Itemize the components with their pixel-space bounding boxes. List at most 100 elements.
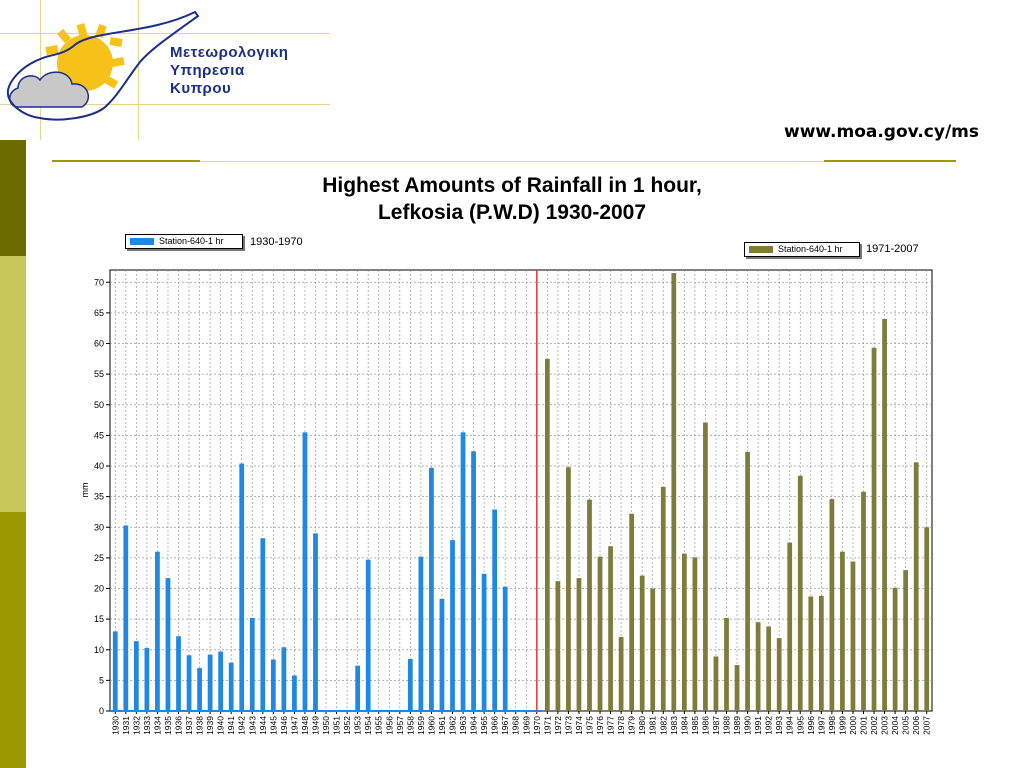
bar-series2 [871, 347, 877, 711]
y-tick-label: 5 [99, 675, 104, 685]
legend-period-series1: 1930-1970 [250, 236, 303, 248]
bar-series1 [249, 617, 255, 711]
bar-series2 [544, 358, 550, 711]
bar-series1 [481, 573, 487, 711]
bar-series1 [450, 540, 455, 711]
header-rule-thin [200, 161, 824, 162]
y-tick-label: 45 [94, 430, 104, 440]
bar-series2 [903, 570, 909, 711]
x-tick-label: 1934 [152, 716, 162, 735]
bar-series2 [724, 617, 729, 711]
x-tick-label: 1982 [658, 716, 668, 735]
bar-series2 [650, 588, 656, 711]
x-tick-label: 1955 [374, 716, 384, 735]
bar-series2 [608, 546, 613, 711]
x-tick-label: 1939 [205, 716, 215, 735]
bar-series2 [587, 499, 592, 711]
legend-swatch-series1 [130, 238, 154, 245]
y-tick-label: 25 [94, 553, 104, 563]
bar-series1 [492, 509, 498, 711]
x-tick-label: 1948 [300, 716, 310, 735]
bar-series1 [460, 432, 466, 711]
bar-series2 [755, 622, 761, 711]
x-tick-label: 1954 [363, 716, 373, 735]
x-tick-label: 1990 [743, 716, 753, 735]
bar-series2 [629, 513, 635, 711]
x-tick-label: 1974 [574, 716, 584, 735]
bar-series2 [671, 273, 677, 711]
bar-series2 [808, 596, 814, 711]
x-tick-label: 2000 [848, 716, 858, 735]
x-tick-label: 2007 [922, 716, 932, 735]
x-tick-label: 2005 [901, 716, 911, 735]
bar-series1 [239, 463, 245, 711]
x-tick-label: 1931 [121, 716, 131, 735]
x-tick-label: 1945 [268, 716, 278, 735]
x-tick-label: 1983 [669, 716, 679, 735]
bar-series2 [924, 527, 930, 711]
x-tick-label: 1965 [479, 716, 489, 735]
x-tick-label: 1984 [679, 716, 689, 735]
x-tick-label: 1986 [700, 716, 710, 735]
website-url[interactable]: www.moa.gov.cy/ms [784, 122, 980, 142]
y-tick-label: 20 [94, 584, 104, 594]
bar-series1 [112, 631, 118, 711]
x-tick-label: 1969 [521, 716, 531, 735]
x-tick-label: 1958 [405, 716, 415, 735]
logo-line-right [138, 0, 139, 140]
x-tick-label: 1957 [395, 716, 405, 735]
x-tick-label: 1936 [174, 716, 184, 735]
x-tick-label: 1994 [785, 716, 795, 735]
legend-label-series2: Station-640-1 hr [778, 244, 843, 254]
x-tick-label: 2006 [911, 716, 921, 735]
bar-series1 [144, 647, 150, 711]
bar-series2 [639, 575, 645, 711]
bar-series2 [660, 486, 666, 711]
logo: Μετεωρολογικη Υπηρεσια Κυπρου [0, 0, 340, 140]
x-tick-label: 1991 [753, 716, 763, 735]
x-tick-label: 1977 [606, 716, 616, 735]
y-tick-label: 40 [94, 461, 104, 471]
bar-series2 [713, 656, 719, 711]
bar-series1 [155, 551, 160, 711]
y-tick-label: 65 [94, 308, 104, 318]
x-tick-label: 1996 [806, 716, 816, 735]
x-tick-label: 2001 [859, 716, 869, 735]
bar-series2 [797, 475, 803, 711]
x-tick-label: 1961 [437, 716, 447, 735]
bar-series1 [270, 659, 276, 711]
x-tick-label: 1946 [279, 716, 289, 735]
x-tick-label: 1985 [690, 716, 700, 735]
x-tick-label: 1932 [131, 716, 141, 735]
x-tick-label: 1971 [542, 716, 552, 735]
logo-line-bottom [0, 104, 330, 105]
x-tick-label: 1993 [774, 716, 784, 735]
x-tick-label: 2004 [890, 716, 900, 735]
x-tick-label: 1944 [258, 716, 268, 735]
bar-series2 [566, 467, 571, 711]
x-tick-label: 1930 [110, 716, 120, 735]
bar-series1 [302, 432, 308, 711]
x-tick-label: 1949 [311, 716, 321, 735]
x-tick-label: 1978 [616, 716, 626, 735]
bar-series1 [471, 451, 476, 711]
x-tick-label: 1953 [353, 716, 363, 735]
org-name-line1: Μετεωρολογικη [170, 44, 289, 61]
bar-series2 [818, 595, 824, 711]
bar-series1 [418, 556, 424, 711]
bar-series2 [681, 553, 687, 711]
x-tick-label: 2002 [869, 716, 879, 735]
x-tick-label: 1943 [247, 716, 257, 735]
y-tick-label: 50 [94, 400, 104, 410]
bar-series1 [133, 641, 139, 711]
x-tick-label: 1989 [732, 716, 742, 735]
legend-swatch-series2 [749, 246, 773, 253]
bar-series2 [861, 491, 866, 711]
x-tick-label: 1950 [321, 716, 331, 735]
x-tick-label: 1988 [722, 716, 732, 735]
side-bar-bottom [0, 512, 26, 768]
bar-series1 [281, 647, 287, 711]
bar-series1 [176, 636, 181, 711]
bar-series2 [745, 451, 750, 711]
